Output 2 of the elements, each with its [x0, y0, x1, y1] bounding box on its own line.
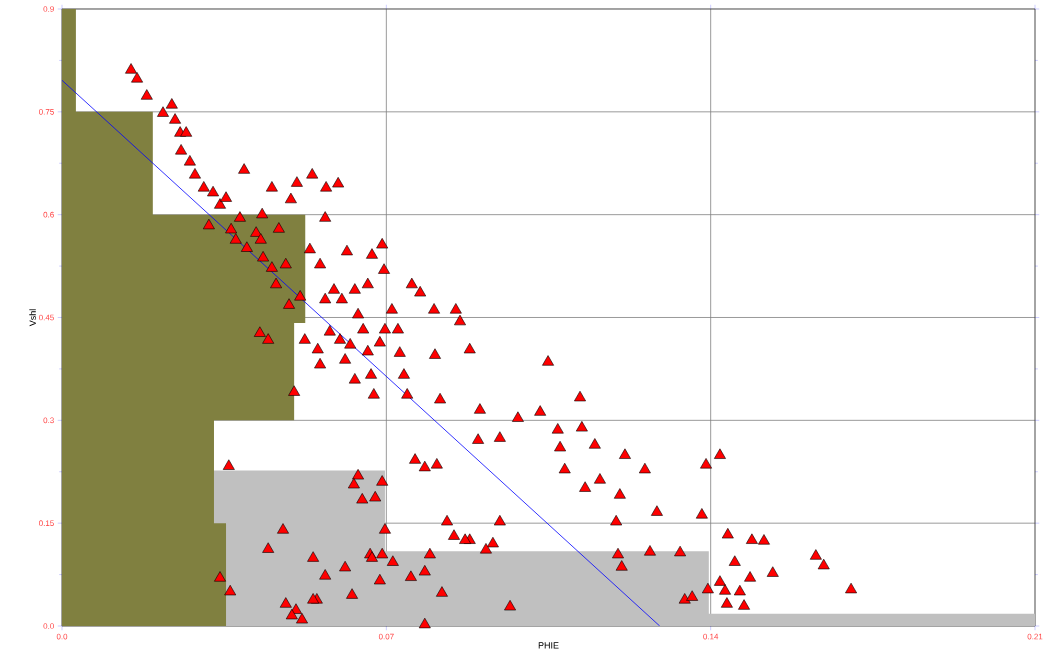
y-axis-title: Vshl — [29, 309, 36, 327]
x-axis-title: PHIE — [538, 642, 559, 649]
